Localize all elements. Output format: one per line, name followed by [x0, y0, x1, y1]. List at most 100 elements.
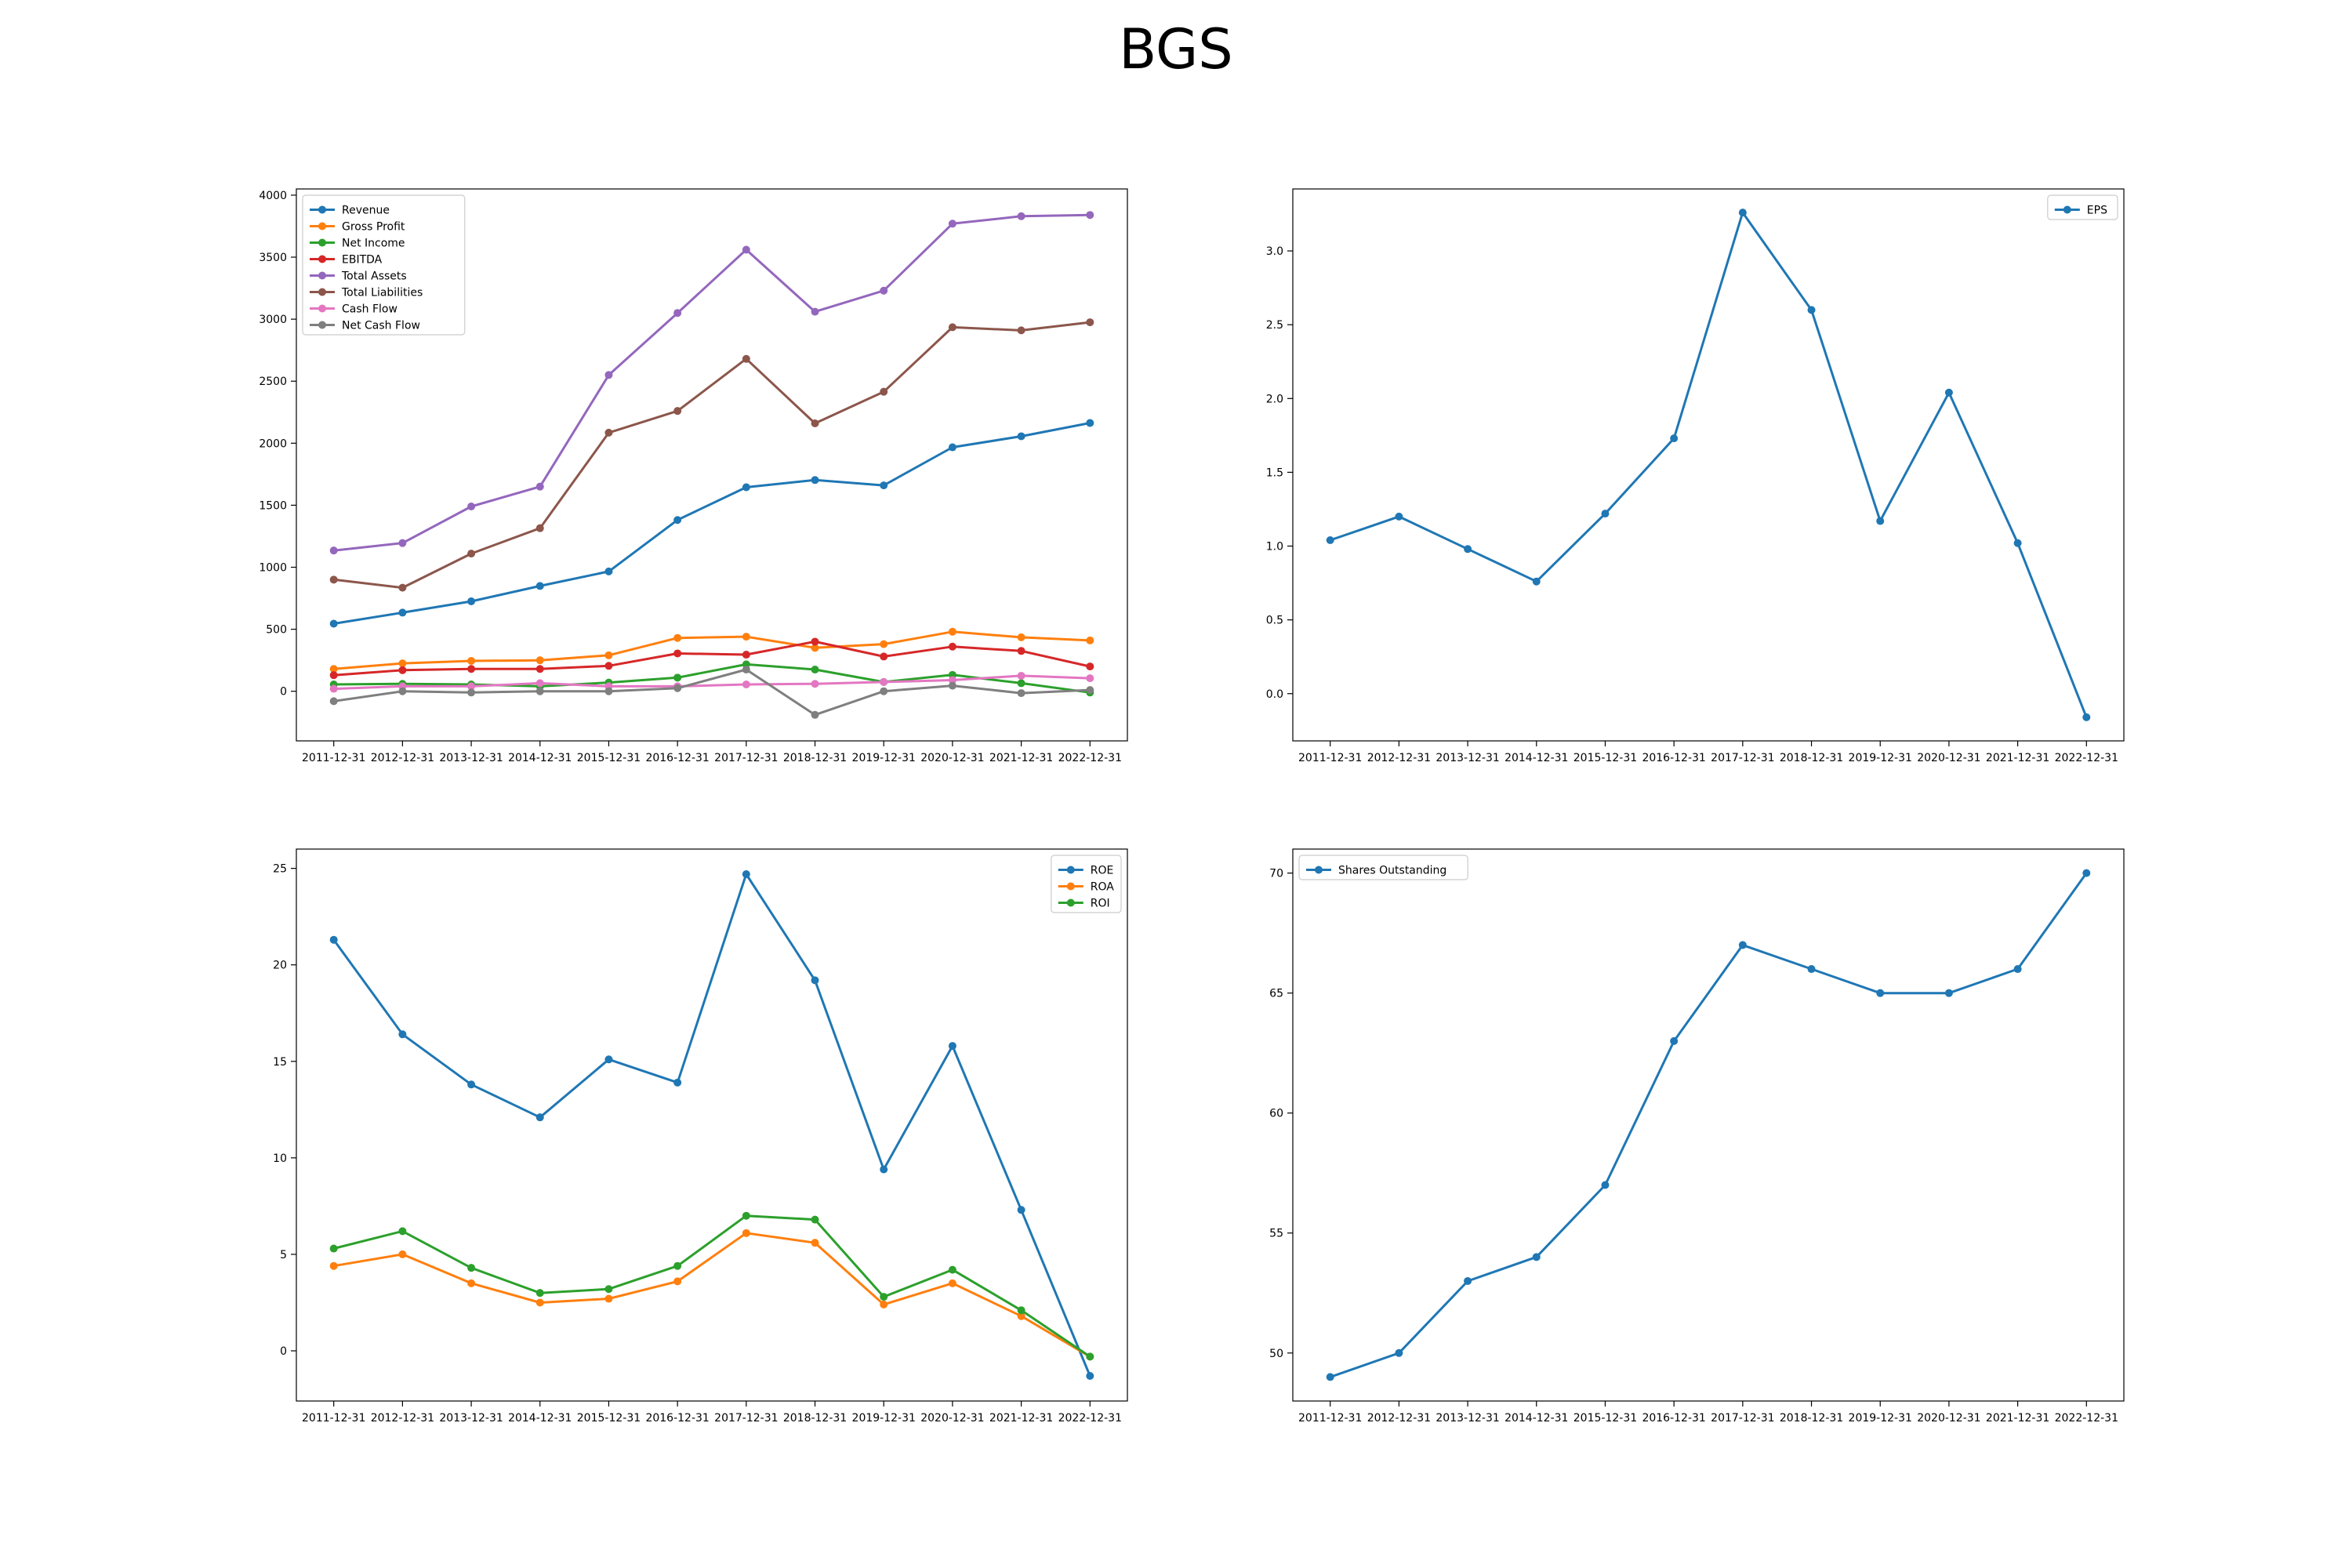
data-point [329, 665, 338, 673]
data-point [329, 575, 338, 584]
data-point [742, 354, 750, 363]
data-point [880, 687, 888, 695]
data-point [329, 1261, 338, 1270]
x-tick-label: 2021-12-31 [989, 1412, 1053, 1425]
x-tick-label: 2016-12-31 [645, 1412, 709, 1425]
legend-label: Revenue [342, 205, 390, 217]
data-point [329, 619, 338, 628]
y-tick-label: 55 [1269, 1228, 1283, 1240]
legend-marker [1066, 866, 1075, 874]
data-point [811, 644, 819, 652]
y-tick-label: 2500 [259, 376, 287, 388]
x-tick-label: 2019-12-31 [1849, 1412, 1912, 1425]
x-tick-label: 2017-12-31 [1711, 1412, 1774, 1425]
x-tick-label: 2015-12-31 [577, 1412, 641, 1425]
legend-marker [2063, 205, 2071, 214]
data-point [2082, 713, 2091, 721]
axes-frame [296, 848, 1128, 1402]
series-line-shares-outstanding [1330, 872, 2088, 1378]
data-point [1017, 1206, 1025, 1214]
data-point [398, 687, 407, 695]
data-point [1086, 1352, 1094, 1361]
data-point [673, 684, 682, 692]
data-point [1086, 686, 1094, 695]
legend-box [2047, 194, 2118, 220]
data-point [948, 1265, 956, 1274]
x-tick-label: 2013-12-31 [439, 1412, 503, 1425]
legend-marker [1066, 898, 1075, 907]
data-point [1807, 306, 1816, 314]
data-point [1601, 1181, 1610, 1189]
y-tick-label: 3000 [259, 314, 287, 326]
y-tick-label: 25 [273, 863, 287, 876]
data-point [880, 387, 888, 396]
x-tick-label: 2011-12-31 [1298, 752, 1362, 764]
y-tick-label: 0.5 [1266, 615, 1283, 627]
data-point [1086, 318, 1094, 327]
x-tick-label: 2021-12-31 [1986, 1412, 2049, 1425]
y-tick-label: 0.0 [1266, 688, 1283, 701]
data-point [1876, 989, 1885, 997]
legend: Shares Outstanding [1298, 855, 1468, 880]
data-point [1326, 536, 1334, 544]
data-point [948, 1042, 956, 1051]
x-tick-label: 2015-12-31 [1573, 1412, 1637, 1425]
data-point [535, 687, 544, 695]
y-tick-label: 500 [266, 624, 287, 637]
x-tick-label: 2013-12-31 [439, 752, 503, 764]
data-point [329, 546, 338, 555]
data-point [1944, 388, 1953, 397]
data-point [2013, 965, 2022, 974]
legend-label: Shares Outstanding [1338, 865, 1446, 877]
x-tick-label: 2014-12-31 [1504, 752, 1568, 764]
x-tick-label: 2015-12-31 [1573, 752, 1637, 764]
data-point [1532, 1253, 1541, 1261]
y-tick-label: 0 [280, 1345, 287, 1358]
y-tick-label: 1.0 [1266, 541, 1283, 554]
legend-label: ROA [1091, 881, 1115, 894]
y-tick-label: 1000 [259, 562, 287, 575]
data-point [811, 680, 819, 688]
series-line-roi [333, 1214, 1091, 1358]
legend-label: Total Assets [341, 270, 407, 283]
data-point [1532, 577, 1541, 586]
x-tick-label: 2012-12-31 [371, 752, 434, 764]
data-point [1017, 432, 1025, 441]
data-point [742, 666, 750, 674]
series-line-eps [1330, 211, 2088, 718]
y-tick-label: 2.0 [1266, 393, 1283, 405]
x-tick-label: 2018-12-31 [1780, 1412, 1843, 1425]
data-point [329, 935, 338, 944]
data-point [535, 1289, 544, 1298]
x-tick-label: 2017-12-31 [1711, 752, 1774, 764]
legend-label: Gross Profit [342, 221, 405, 234]
data-point [1086, 1372, 1094, 1380]
data-point [2013, 539, 2022, 547]
data-point [1670, 1036, 1679, 1045]
x-tick-label: 2018-12-31 [1780, 752, 1843, 764]
data-point [329, 1244, 338, 1253]
legend-label: EPS [2087, 205, 2107, 217]
data-point [398, 1250, 407, 1258]
financials-chart: 0 500 1000 1500 2000 2500 3000 3500 4000 2011-12-… [259, 188, 1128, 764]
y-tick-label: 2000 [259, 437, 287, 450]
data-point [604, 371, 613, 379]
data-point [604, 687, 613, 695]
y-tick-label: 3.0 [1266, 245, 1283, 258]
y-tick-label: 3500 [259, 252, 287, 264]
y-tick-label: 70 [1269, 868, 1283, 880]
data-point [742, 1229, 750, 1237]
legend-label: Net Income [342, 238, 405, 250]
x-tick-label: 2020-12-31 [1917, 752, 1980, 764]
series-line-gross-profit [333, 630, 1091, 670]
legend-marker [318, 304, 326, 313]
data-point [1017, 689, 1025, 698]
legend-marker [318, 222, 326, 230]
data-point [673, 649, 682, 658]
legend-marker [318, 205, 326, 214]
data-point [467, 1264, 476, 1272]
x-tick-label: 2017-12-31 [714, 752, 778, 764]
series-line-cash-flow [333, 674, 1091, 691]
data-point [535, 656, 544, 665]
x-tick-label: 2021-12-31 [1986, 752, 2049, 764]
